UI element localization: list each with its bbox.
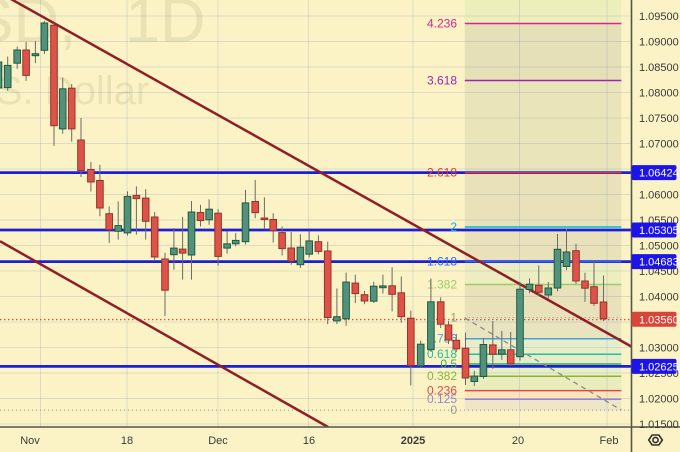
svg-text:1.05305: 1.05305 bbox=[639, 225, 679, 237]
svg-text:0.382: 0.382 bbox=[427, 369, 457, 383]
svg-text:1.618: 1.618 bbox=[427, 255, 457, 269]
svg-text:2: 2 bbox=[450, 220, 457, 234]
svg-text:1.02000: 1.02000 bbox=[639, 394, 679, 406]
svg-text:1.09500: 1.09500 bbox=[639, 11, 679, 23]
svg-text:1D: 1D bbox=[125, 0, 206, 56]
svg-text:1.08500: 1.08500 bbox=[639, 62, 679, 74]
svg-text:1.09000: 1.09000 bbox=[639, 37, 679, 49]
svg-text:Feb: Feb bbox=[600, 435, 619, 447]
svg-text:20: 20 bbox=[512, 435, 524, 447]
svg-text:1.04000: 1.04000 bbox=[639, 292, 679, 304]
svg-text:18: 18 bbox=[121, 435, 133, 447]
svg-text:4.236: 4.236 bbox=[427, 17, 457, 31]
svg-text:1.02625: 1.02625 bbox=[639, 361, 679, 373]
svg-text:3.618: 3.618 bbox=[427, 74, 457, 88]
svg-text:1: 1 bbox=[450, 311, 457, 325]
svg-text:1.07500: 1.07500 bbox=[639, 113, 679, 125]
svg-text:0.236: 0.236 bbox=[427, 384, 457, 398]
svg-text:1.06424: 1.06424 bbox=[639, 168, 679, 180]
svg-text:16: 16 bbox=[303, 435, 315, 447]
svg-text:1.03000: 1.03000 bbox=[639, 343, 679, 355]
svg-text:1.06000: 1.06000 bbox=[639, 190, 679, 202]
svg-text:0.125: 0.125 bbox=[427, 392, 457, 406]
svg-text:1.05000: 1.05000 bbox=[639, 241, 679, 253]
svg-text:Dec: Dec bbox=[208, 435, 228, 447]
svg-text:1.07000: 1.07000 bbox=[639, 139, 679, 151]
svg-text:1.08000: 1.08000 bbox=[639, 88, 679, 100]
svg-text:1.382: 1.382 bbox=[427, 278, 457, 292]
svg-text:1.04683: 1.04683 bbox=[639, 257, 679, 269]
svg-text:2025: 2025 bbox=[401, 435, 425, 447]
svg-text:1.01500: 1.01500 bbox=[639, 419, 679, 431]
svg-text:2.618: 2.618 bbox=[427, 166, 457, 180]
svg-text:0.618: 0.618 bbox=[427, 347, 457, 361]
svg-text:0: 0 bbox=[450, 403, 457, 417]
svg-text:0.5: 0.5 bbox=[440, 357, 457, 371]
svg-text:Nov: Nov bbox=[20, 435, 40, 447]
svg-text:1.03560: 1.03560 bbox=[639, 314, 679, 326]
